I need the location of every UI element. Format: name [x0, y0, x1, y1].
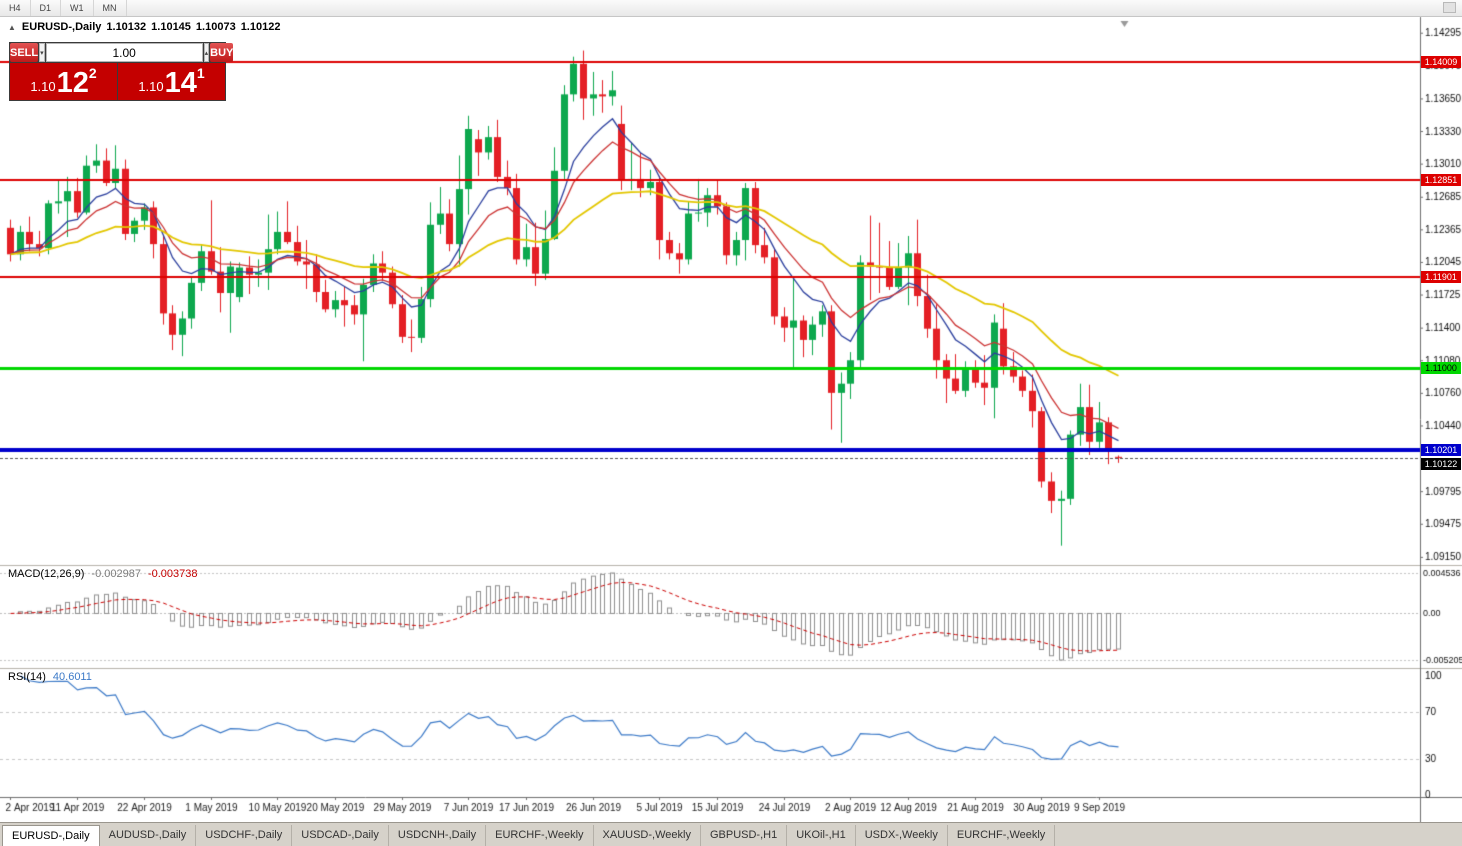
volume-input[interactable] — [45, 43, 203, 62]
macd-indicator-label: MACD(12,26,9) -0.002987 -0.003738 — [8, 568, 198, 580]
toolbar-overflow-icon[interactable] — [1443, 2, 1456, 13]
chart-tabs: EURUSD-,Daily AUDUSD-,Daily USDCHF-,Daily U… — [2, 823, 1056, 846]
buy-price-display[interactable]: 1.10 14 1 — [118, 63, 225, 100]
rsi-indicator-label: RSI(14) 40.6011 — [8, 671, 92, 683]
chart-symbol-label: EURUSD-,Daily — [21, 21, 102, 33]
chart-tab[interactable]: EURCHF-,Weekly — [486, 825, 594, 846]
price-line-badge: 1.11000 — [1421, 362, 1461, 374]
price-line-badge: 1.10201 — [1421, 444, 1461, 456]
chart-tab[interactable]: EURCHF-,Weekly — [948, 825, 1056, 846]
chart-tab[interactable]: EURUSD-,Daily — [2, 825, 100, 846]
sell-price-digits: 12 — [56, 67, 89, 99]
chart-tab[interactable]: USDCAD-,Daily — [292, 825, 389, 846]
chart-tab[interactable]: XAUUSD-,Weekly — [594, 825, 701, 846]
one-click-trading-toggle-icon[interactable]: ▲ — [8, 22, 16, 32]
timeframe-buttons: H4 D1 W1 MN — [0, 0, 127, 16]
rsi-value: 40.6011 — [52, 671, 92, 683]
ohlc-open: 1.10132 — [106, 21, 147, 33]
chart-header: ▲ EURUSD-,Daily 1.10132 1.10145 1.10073 … — [8, 21, 280, 33]
trade-controls-row: SELL ▾ ▴ BUY — [10, 43, 234, 62]
price-line-badge: 1.14009 — [1421, 56, 1461, 68]
buy-button[interactable]: BUY — [210, 43, 234, 62]
macd-main-value: -0.002987 — [91, 568, 141, 580]
sell-price-prefix: 1.10 — [30, 79, 56, 94]
volume-increase-button[interactable]: ▴ — [203, 43, 210, 62]
sell-price-display[interactable]: 1.10 12 2 — [10, 63, 117, 100]
timeframe-button[interactable]: D1 — [31, 0, 62, 16]
timeframe-toolbar: H4 D1 W1 MN — [0, 0, 1462, 17]
trade-prices-row: 1.10 12 2 1.10 14 1 — [10, 63, 225, 100]
current-price-badge: 1.10122 — [1421, 458, 1461, 470]
chart-tab[interactable]: USDCNH-,Daily — [389, 825, 487, 846]
chart-tab[interactable]: AUDUSD-,Daily — [100, 825, 197, 846]
chart-tabs-bar: EURUSD-,Daily AUDUSD-,Daily USDCHF-,Daily U… — [0, 822, 1462, 846]
timeframe-button[interactable]: W1 — [61, 0, 94, 16]
chart-tab[interactable]: UKOil-,H1 — [787, 825, 856, 846]
sell-button[interactable]: SELL — [10, 43, 39, 62]
macd-signal-value: -0.003738 — [147, 568, 198, 580]
macd-name: MACD(12,26,9) — [8, 568, 85, 580]
buy-price-digits: 14 — [164, 67, 197, 99]
price-line-badge: 1.11901 — [1421, 271, 1461, 283]
ohlc-high: 1.10145 — [151, 21, 191, 33]
volume-decrease-button[interactable]: ▾ — [39, 43, 45, 62]
rsi-name: RSI(14) — [8, 671, 46, 683]
chart-tab[interactable]: GBPUSD-,H1 — [701, 825, 788, 846]
timeframe-button[interactable]: MN — [94, 0, 127, 16]
buy-price-prefix: 1.10 — [138, 79, 164, 94]
sell-price-pipette: 2 — [88, 65, 97, 81]
timeframe-button[interactable]: H4 — [0, 0, 31, 16]
ohlc-close: 1.10122 — [240, 21, 281, 33]
price-line-badge: 1.12851 — [1421, 174, 1461, 186]
chart-tab[interactable]: USDCHF-,Daily — [196, 825, 293, 846]
chart-tab[interactable]: USDX-,Weekly — [856, 825, 948, 846]
ohlc-low: 1.10073 — [195, 21, 236, 33]
buy-price-pipette: 1 — [196, 65, 205, 81]
